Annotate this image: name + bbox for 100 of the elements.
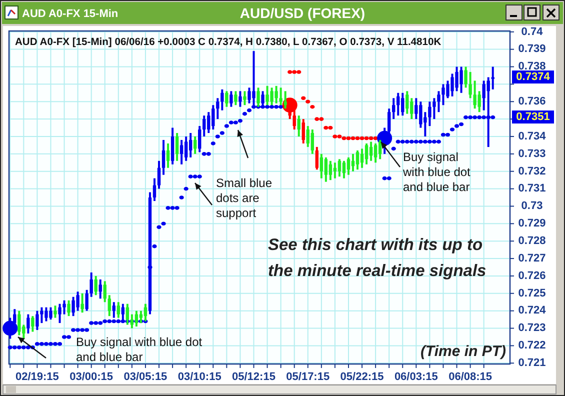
x-tick-label: 05/22:15 — [340, 371, 384, 383]
candlestick — [54, 304, 57, 319]
point — [342, 136, 346, 140]
candlestick — [184, 135, 188, 162]
x-tick-label: 05/12:15 — [232, 371, 276, 383]
candlestick — [238, 90, 242, 108]
candlestick — [108, 294, 111, 318]
annotation: Small blue dots are support — [216, 176, 272, 220]
y-tick-label: 0.74 — [521, 26, 544, 38]
candlestick — [234, 90, 238, 106]
y-tick-label: 0.731 — [518, 182, 546, 195]
candlestick — [157, 160, 161, 190]
y-tick-label: 0.727 — [518, 252, 546, 264]
candlestick — [198, 125, 202, 154]
candlestick — [310, 128, 314, 155]
candlestick — [392, 97, 396, 120]
candlestick — [202, 114, 206, 138]
text: 0.7351 — [516, 110, 550, 123]
candlestick — [351, 152, 355, 172]
y-tick-label: 0.732 — [518, 165, 546, 178]
y-tick-label: 0.736 — [518, 96, 546, 108]
point — [296, 70, 302, 74]
point — [355, 136, 360, 140]
point — [337, 134, 342, 138]
text: AUD A0-FX [15-Min] 06/06/16 +0.0003 C 0.7374, H 0.7380, L 0.7367, O 0.7373, V 11.4810K — [15, 37, 442, 48]
point — [310, 104, 315, 109]
y-tick-label: 0.723 — [518, 322, 546, 334]
candlestick — [356, 149, 360, 171]
candlestick — [297, 114, 300, 138]
y-tick-label: 0.726 — [518, 270, 546, 282]
x-tick-label: 02/19:15 — [15, 371, 59, 383]
point — [332, 134, 338, 138]
candlestick — [230, 90, 233, 108]
chart-title: AUD/USD (FOREX) — [240, 5, 366, 21]
point — [314, 117, 320, 121]
candlestick — [315, 146, 319, 171]
candlestick — [31, 315, 34, 333]
text: AUD A0-FX 15-Min — [22, 8, 118, 20]
annotation: Buy signal with blue dot and blue bar — [76, 335, 203, 364]
y-tick-label: 0.728 — [518, 234, 546, 247]
candlestick — [333, 162, 337, 180]
point — [301, 96, 306, 100]
y-tick-label: 0.733 — [518, 148, 546, 160]
candlestick — [36, 310, 39, 332]
candlestick — [284, 90, 287, 110]
point — [328, 126, 333, 130]
candlestick — [103, 280, 106, 304]
y-tick-label: 0.73 — [521, 200, 543, 212]
candlestick — [328, 160, 332, 182]
candlestick — [320, 152, 324, 180]
candlestick — [374, 142, 378, 164]
candlestick — [162, 138, 166, 176]
x-tick-label: 06/08:15 — [448, 371, 492, 383]
candlestick — [194, 135, 197, 155]
y-tick-label: 0.734 — [518, 130, 547, 142]
y-tick-label: 0.739 — [518, 43, 546, 56]
candlestick — [166, 142, 170, 169]
candlestick — [338, 158, 342, 178]
point — [350, 136, 356, 140]
y-tick-label: 0.725 — [518, 287, 546, 300]
candlestick — [324, 156, 328, 183]
candlestick — [346, 156, 350, 176]
point — [319, 117, 324, 121]
x-tick-label: 03/10:15 — [178, 371, 222, 383]
point — [364, 136, 369, 140]
x-tick-label: 05/17:15 — [286, 371, 330, 383]
candlestick — [243, 90, 246, 106]
point — [368, 136, 374, 140]
candlestick — [188, 132, 192, 158]
candlestick — [369, 140, 373, 162]
x-tick-label: 03/00:15 — [70, 371, 114, 383]
candlestick — [175, 132, 179, 162]
y-tick-label: 0.738 — [518, 60, 546, 73]
candlestick — [98, 278, 102, 300]
candlestick — [406, 90, 409, 115]
candlestick — [302, 118, 305, 144]
point — [360, 136, 364, 140]
annotation: Buy signal with blue dot and blue bar — [402, 150, 472, 194]
candlestick — [180, 138, 184, 166]
y-tick-label: 0.722 — [518, 340, 546, 352]
x-tick-label: 03/05:15 — [124, 371, 168, 383]
x-tick-label: 06/03:15 — [394, 371, 438, 383]
candlestick — [80, 292, 84, 314]
y-tick-label: 0.729 — [518, 218, 546, 230]
candlestick — [26, 313, 30, 334]
candlestick — [152, 177, 156, 202]
candlestick — [360, 148, 364, 169]
candlestick — [378, 138, 382, 160]
annotation: See this chart with its up to the minute real-time signals — [268, 236, 486, 280]
candlestick — [396, 92, 400, 117]
point — [324, 126, 328, 130]
candlestick — [342, 160, 346, 180]
candlestick — [225, 90, 228, 108]
candlestick — [491, 66, 494, 90]
point — [292, 70, 297, 74]
text: 0.7374 — [516, 70, 551, 83]
candlestick — [67, 299, 70, 318]
point — [306, 100, 310, 104]
candlestick — [364, 142, 368, 166]
candlestick — [112, 301, 116, 319]
